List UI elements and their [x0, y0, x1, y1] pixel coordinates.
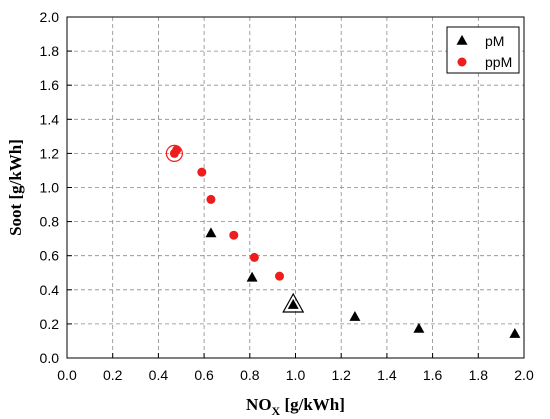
x-tick-label: 1.6: [423, 367, 443, 383]
legend-label-pm: pM: [485, 33, 504, 49]
data-point-ppm: [206, 194, 216, 204]
x-tick-label: 0.4: [149, 367, 169, 383]
x-axis-label-main: NO: [246, 395, 272, 414]
x-tick-label: 1.8: [469, 367, 489, 383]
x-tick-label: 1.4: [377, 367, 397, 383]
y-tick-label: 0.2: [40, 316, 60, 332]
y-tick-label: 1.0: [40, 180, 60, 196]
y-tick-label: 0.4: [40, 282, 60, 298]
y-tick-label: 1.2: [40, 145, 60, 161]
data-point-ppm: [275, 271, 285, 281]
data-point-pm: [413, 322, 425, 333]
x-axis-label-unit: [g/kWh]: [280, 395, 345, 414]
x-axis-label-subscript: X: [272, 404, 281, 418]
data-point-ppm: [229, 230, 239, 240]
legend: pM ppM: [446, 26, 520, 74]
data-point-pm: [205, 227, 217, 238]
data-marks: [165, 144, 521, 338]
y-tick-label: 1.8: [40, 43, 60, 59]
x-tick-label: 1.2: [331, 367, 351, 383]
y-tick-label: 1.4: [40, 111, 60, 127]
y-axis-label: Soot [g/kWh]: [6, 139, 25, 236]
y-tick-label: 0.8: [40, 214, 60, 230]
data-point-ppm: [249, 252, 259, 262]
highlight-circle-outline: [165, 144, 183, 162]
data-point-pm: [349, 310, 361, 321]
x-tick-label: 1.0: [286, 367, 306, 383]
data-point-ppm: [172, 145, 182, 155]
legend-marker-ppm: [457, 57, 467, 67]
y-tick-label: 2.0: [40, 9, 60, 25]
legend-label-ppm: ppM: [485, 54, 512, 70]
data-point-pm: [287, 299, 299, 309]
legend-marker-pm: [456, 34, 468, 45]
data-point-ppm: [197, 167, 207, 177]
data-point-pm: [246, 271, 258, 282]
x-tick-label: 0.0: [57, 367, 77, 383]
axis-ticks: 0.0 0.2 0.4 0.6 0.8 1.0 1.2 1.4 1.6 1.8 2.0 0.0 0.2 0…: [40, 9, 534, 383]
y-tick-label: 0.0: [40, 350, 60, 366]
x-axis-label: NOX [g/kWh]: [246, 395, 345, 418]
y-tick-label: 0.6: [40, 248, 60, 264]
highlight-triangle-outline: [282, 292, 305, 313]
x-tick-label: 0.6: [194, 367, 214, 383]
x-tick-label: 0.2: [103, 367, 123, 383]
x-tick-label: 0.8: [240, 367, 260, 383]
data-point-pm: [509, 327, 521, 338]
x-tick-label: 2.0: [514, 367, 534, 383]
y-tick-label: 1.6: [40, 77, 60, 93]
